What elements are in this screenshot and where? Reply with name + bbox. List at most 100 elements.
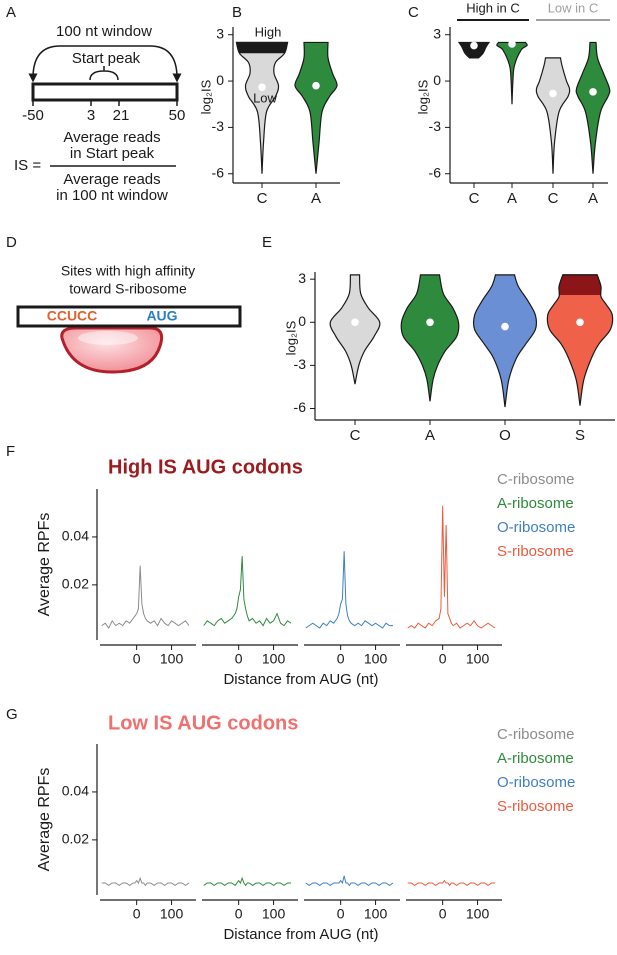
chart-title: High IS AUG codons (108, 456, 303, 478)
series-line (407, 879, 496, 887)
panel-label: A (6, 4, 16, 21)
y-tick-label: -3 (294, 356, 307, 372)
median-dot (576, 318, 584, 327)
x-tick-label: A (507, 190, 517, 207)
legend-label: O-ribosome (497, 519, 575, 536)
y-tick-label: 0.02 (62, 576, 89, 592)
diagram-d: Sites with high affinity toward S-riboso… (16, 263, 242, 374)
series-line (203, 556, 292, 627)
y-tick-label: -6 (294, 399, 307, 415)
position-label: 50 (169, 107, 186, 124)
position-ticks (32, 100, 178, 106)
formula-numerator: in Start peak (70, 145, 155, 162)
x-tick-label: 0 (337, 906, 345, 922)
median-dot (501, 322, 509, 331)
window-box (31, 82, 179, 102)
y-tick-label: 3 (433, 25, 441, 41)
legend-label: S-ribosome (497, 543, 574, 560)
violin (329, 274, 381, 385)
y-tick-label: 3 (298, 270, 306, 286)
y-axis-label: log₂IS (198, 79, 213, 114)
x-tick-label: C (257, 190, 268, 207)
y-axis-label: Average RPFs (36, 513, 53, 617)
y-tick-label: 0 (216, 72, 224, 88)
series-line (101, 876, 190, 887)
median-dot (549, 89, 557, 98)
position-label: 21 (113, 107, 130, 124)
legend-label: S-ribosome (497, 798, 574, 815)
x-tick-label: 0 (439, 651, 447, 667)
median-dot (351, 318, 359, 327)
x-tick-label: 100 (160, 651, 184, 667)
x-tick-label: A (588, 190, 598, 207)
median-dot (426, 318, 434, 327)
caption: toward S-ribosome (69, 281, 187, 297)
y-axis-label: log₂IS (415, 79, 430, 114)
legend-label: C-ribosome (497, 726, 575, 743)
peak-bracket (89, 66, 119, 81)
x-tick-label: 0 (235, 651, 243, 667)
x-tick-label: 0 (133, 651, 141, 667)
annotation: Low (253, 90, 277, 105)
series-line (305, 551, 394, 629)
formula-numerator: Average reads (63, 129, 160, 146)
x-tick-label: 100 (466, 651, 490, 667)
violin-high-region (558, 274, 602, 295)
x-tick-label: A (425, 427, 435, 444)
median-dot (589, 88, 597, 96)
caption: Sites with high affinity (61, 263, 195, 279)
panel-label: G (6, 706, 18, 723)
y-axis-label: Average RPFs (36, 768, 53, 872)
x-tick-label: C (548, 190, 559, 207)
median-dot (312, 81, 320, 90)
x-axis-label: Distance from AUG (nt) (223, 926, 378, 943)
violin (457, 41, 491, 59)
x-tick-label: 0 (439, 906, 447, 922)
legend-label: O-ribosome (497, 774, 575, 791)
median-dot (470, 41, 478, 50)
panel-label: F (6, 443, 15, 460)
panel-label: E (262, 234, 272, 251)
x-tick-label: 0 (235, 906, 243, 922)
chart-title: Low IS AUG codons (108, 712, 298, 734)
group-label: Low in C (548, 0, 599, 15)
x-tick-label: C (469, 190, 480, 207)
y-tick-label: 3 (216, 25, 224, 41)
series-line (101, 565, 190, 629)
series-line (305, 875, 394, 887)
violin (575, 41, 611, 174)
x-tick-label: C (350, 427, 361, 444)
x-tick-label: 100 (160, 906, 184, 922)
x-tick-label: 100 (466, 906, 490, 922)
legend-label: A-ribosome (497, 495, 574, 512)
y-tick-label: 0 (433, 72, 441, 88)
violin (294, 41, 338, 174)
x-tick-label: 0 (337, 651, 345, 667)
formula-lhs: IS = (14, 157, 41, 174)
x-tick-label: 100 (262, 906, 286, 922)
peak-label: Start peak (72, 50, 141, 67)
window-label: 100 nt window (56, 23, 152, 40)
x-tick-label: 0 (133, 906, 141, 922)
diagram-a: 100 nt window Start peak -50 3 21 50 IS … (14, 23, 185, 204)
y-tick-label: 0.02 (62, 831, 89, 847)
annotation: High (255, 24, 282, 39)
x-axis-label: Distance from AUG (nt) (223, 671, 378, 688)
x-tick-label: 100 (364, 906, 388, 922)
y-tick-label: -3 (429, 118, 442, 134)
formula-denominator: in 100 nt window (56, 187, 168, 204)
mrna-box (16, 305, 242, 328)
median-dot (508, 40, 516, 48)
violin-high-region (235, 41, 289, 54)
legend-label: A-ribosome (497, 750, 574, 767)
violin (535, 57, 571, 174)
position-label: -50 (22, 107, 44, 124)
x-tick-label: O (499, 427, 511, 444)
violin (400, 274, 460, 402)
ribosome (60, 326, 164, 374)
series-line (407, 505, 496, 629)
y-tick-label: -3 (212, 118, 225, 134)
